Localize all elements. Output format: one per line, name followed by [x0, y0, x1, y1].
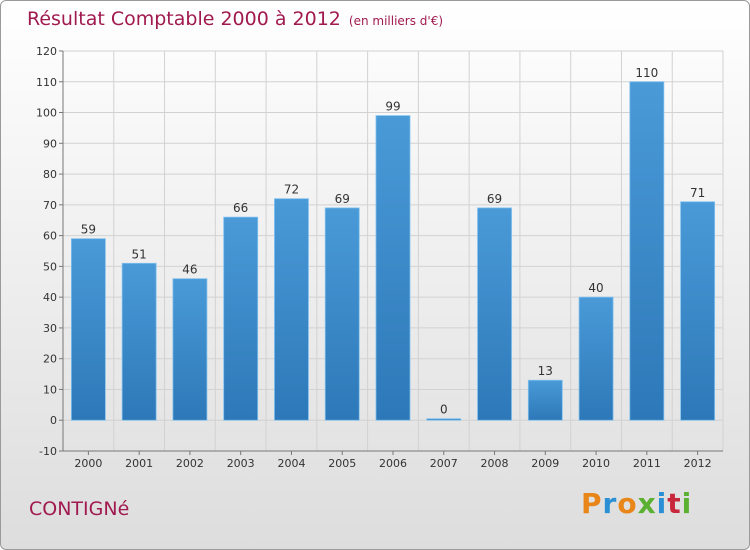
bar [629, 81, 665, 421]
data-label: 51 [132, 247, 147, 261]
y-tick-label: 40 [43, 291, 57, 304]
x-tick-label: 2001 [125, 457, 153, 470]
x-tick-label: 2003 [227, 457, 255, 470]
logo-letter: P [581, 487, 603, 520]
bar [680, 201, 716, 421]
bar [477, 207, 512, 421]
y-tick-label: -10 [39, 445, 57, 458]
tick-labels: -10 0 10 20 30 40 50 60 70 80 90 100 110 120 2000 2001 2… [36, 45, 712, 470]
logo-letter: x [637, 487, 657, 520]
x-tick-label: 2004 [277, 457, 305, 470]
x-tick-label: 2009 [531, 457, 559, 470]
data-label: 69 [335, 192, 350, 206]
y-tick-label: 100 [36, 107, 57, 120]
bars [70, 81, 716, 421]
data-label: 99 [385, 100, 400, 114]
x-tick-label: 2007 [430, 457, 458, 470]
x-tick-label: 2008 [481, 457, 509, 470]
bar [172, 278, 208, 421]
x-tick-label: 2006 [379, 457, 407, 470]
logo-letter: i [656, 487, 668, 520]
x-tick-label: 2011 [633, 457, 661, 470]
x-tick-label: 2012 [684, 457, 712, 470]
y-tick-label: 60 [43, 230, 57, 243]
x-tick-label: 2002 [176, 457, 204, 470]
x-tick-label: 2000 [74, 457, 102, 470]
logo-letter: t [667, 487, 682, 520]
chart-subtitle: (en milliers d'€) [348, 14, 444, 28]
x-tick-label: 2005 [328, 457, 356, 470]
y-tick-label: 10 [43, 383, 57, 396]
data-label: 0 [440, 403, 448, 417]
logo-letter: o [617, 487, 638, 520]
y-tick-label: 120 [36, 45, 57, 58]
bar [70, 238, 106, 421]
bar [375, 115, 411, 421]
bar [274, 198, 309, 421]
data-label: 59 [81, 223, 96, 237]
y-tick-label: 20 [43, 353, 57, 366]
bar [223, 216, 259, 421]
y-tick-label: 80 [43, 168, 57, 181]
bar [324, 207, 360, 421]
data-labels: 59 51 46 66 72 69 99 0 69 13 40 110 71 [81, 66, 706, 417]
data-label: 72 [284, 183, 299, 197]
logo-letter: i [681, 487, 693, 520]
proxiti-logo: Proxiti [581, 487, 692, 520]
bar [578, 296, 614, 421]
bar [426, 418, 462, 421]
data-label: 69 [487, 192, 502, 206]
axes [59, 50, 723, 455]
data-label: 71 [690, 186, 705, 200]
data-label: 66 [233, 201, 248, 215]
data-label: 40 [588, 281, 603, 295]
y-tick-label: 90 [43, 137, 57, 150]
logo-letter: r [602, 487, 618, 520]
commune-name: CONTIGNé [29, 498, 130, 520]
data-label: 110 [635, 66, 658, 80]
y-tick-label: 110 [36, 76, 57, 89]
x-tick-label: 2010 [582, 457, 610, 470]
y-tick-label: 70 [43, 199, 57, 212]
y-tick-label: 30 [43, 322, 57, 335]
chart-title: Résultat Comptable 2000 à 2012 (en millie… [27, 8, 443, 30]
y-tick-label: 0 [50, 414, 57, 427]
data-label: 46 [182, 263, 197, 277]
bar [527, 379, 563, 421]
chart-title-main: Résultat Comptable 2000 à 2012 [27, 8, 341, 30]
data-label: 13 [538, 364, 553, 378]
y-tick-label: 50 [43, 260, 57, 273]
bar [121, 262, 157, 421]
